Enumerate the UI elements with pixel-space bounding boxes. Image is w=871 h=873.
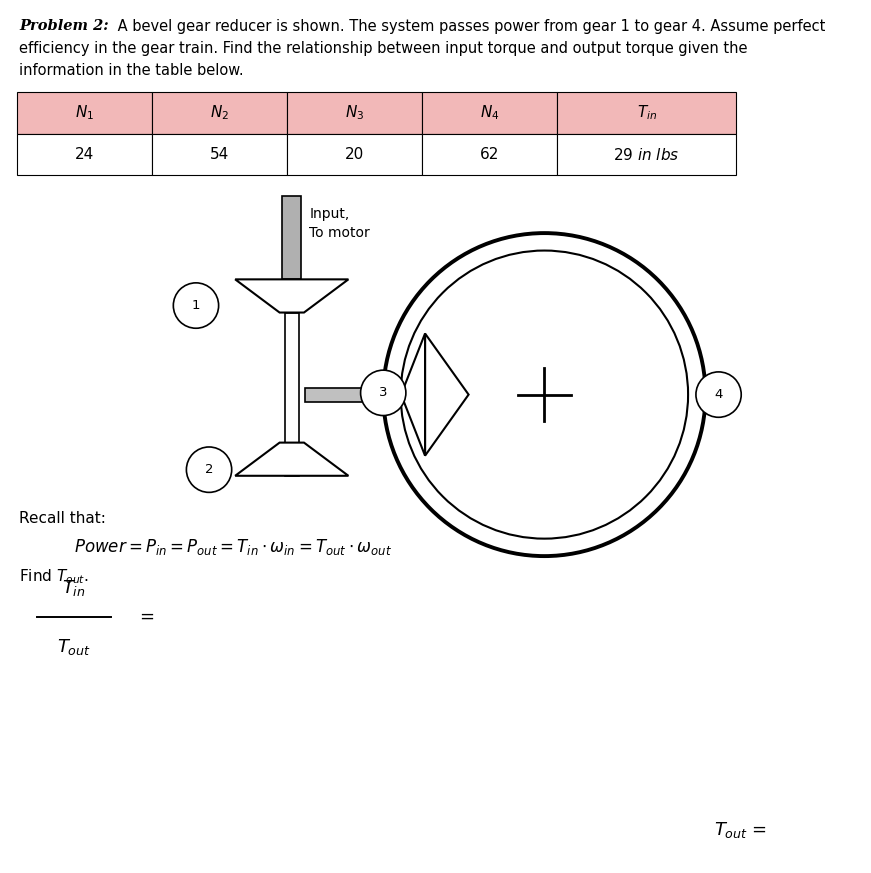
Bar <box>287 134 422 175</box>
Polygon shape <box>401 333 425 456</box>
Text: Problem 2:: Problem 2: <box>19 19 109 33</box>
Bar <box>285 313 299 476</box>
Bar <box>422 134 557 175</box>
Polygon shape <box>235 443 348 476</box>
Text: 3: 3 <box>379 387 388 399</box>
Bar <box>557 134 736 175</box>
Text: efficiency in the gear train. Find the relationship between input torque and out: efficiency in the gear train. Find the r… <box>19 41 747 56</box>
Text: $N_3$: $N_3$ <box>345 103 365 122</box>
Text: $N_4$: $N_4$ <box>480 103 500 122</box>
Text: Input,: Input, <box>309 207 349 221</box>
Bar <box>282 196 301 279</box>
Text: $T_{in}$: $T_{in}$ <box>637 103 657 122</box>
Bar <box>557 92 736 134</box>
Text: 20: 20 <box>345 147 365 162</box>
Text: 2: 2 <box>205 464 213 476</box>
Polygon shape <box>425 333 469 456</box>
Text: 54: 54 <box>210 147 230 162</box>
Text: 24: 24 <box>75 147 95 162</box>
Text: A bevel gear reducer is shown. The system passes power from gear 1 to gear 4. As: A bevel gear reducer is shown. The syste… <box>113 19 826 34</box>
Text: Recall that:: Recall that: <box>19 511 106 526</box>
Polygon shape <box>235 279 348 313</box>
Text: =: = <box>139 608 154 626</box>
Text: $T_{out}$ =: $T_{out}$ = <box>714 820 767 840</box>
Circle shape <box>402 252 686 537</box>
Text: $T_{in}$: $T_{in}$ <box>62 578 86 598</box>
Bar <box>17 134 152 175</box>
Text: 4: 4 <box>714 388 723 401</box>
Text: $29\ \mathit{in\ lbs}$: $29\ \mathit{in\ lbs}$ <box>613 147 680 162</box>
Text: Find $T_{out}$.: Find $T_{out}$. <box>19 567 89 586</box>
Circle shape <box>186 447 232 492</box>
Text: $\mathit{Power} = P_{in} = P_{out} = T_{in} \cdot \omega_{in} = T_{out} \cdot \o: $\mathit{Power} = P_{in} = P_{out} = T_{… <box>74 537 392 557</box>
Text: To motor: To motor <box>309 226 370 240</box>
Text: 1: 1 <box>192 299 200 312</box>
Bar <box>17 92 152 134</box>
Text: $T_{out}$: $T_{out}$ <box>57 637 91 657</box>
Bar <box>152 134 287 175</box>
Circle shape <box>173 283 219 328</box>
Text: 62: 62 <box>480 147 500 162</box>
Text: $N_2$: $N_2$ <box>211 103 229 122</box>
Bar <box>152 92 287 134</box>
Bar <box>422 92 557 134</box>
Bar <box>287 92 422 134</box>
Circle shape <box>696 372 741 417</box>
Text: $N_1$: $N_1$ <box>76 103 94 122</box>
Circle shape <box>361 370 406 416</box>
Bar <box>305 388 431 402</box>
Text: information in the table below.: information in the table below. <box>19 63 244 78</box>
